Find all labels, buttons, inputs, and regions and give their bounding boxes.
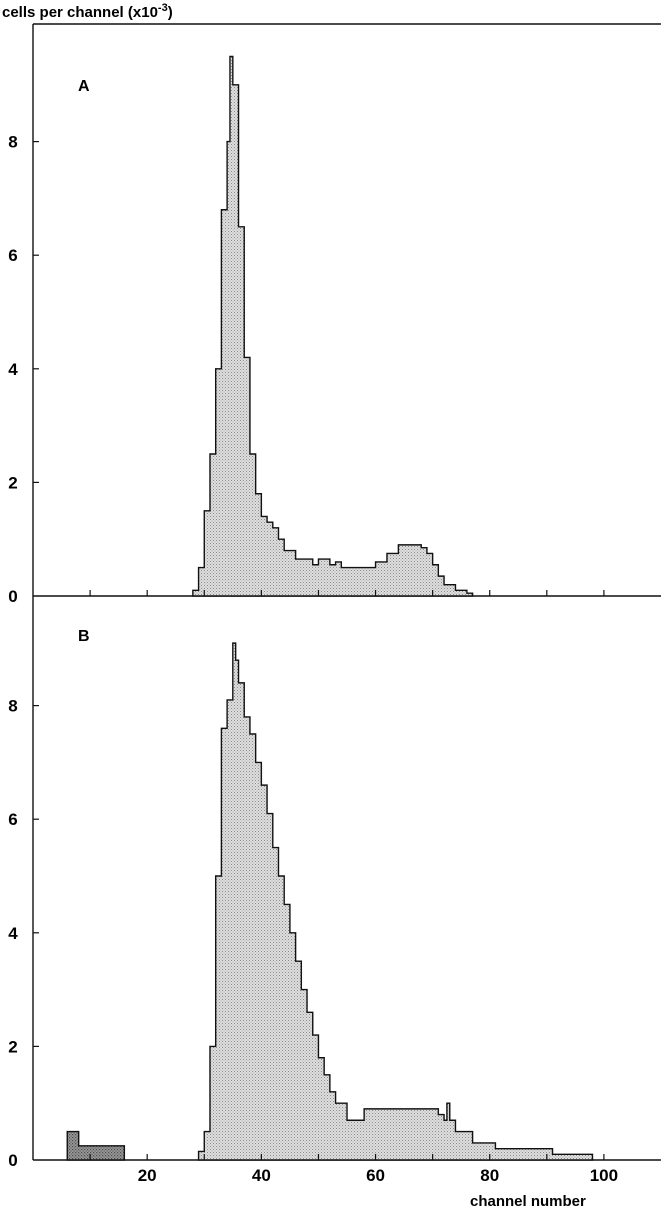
x-axis-label: channel number <box>470 1193 586 1210</box>
panel-a-y-ticks: 0 2 4 6 8 <box>8 133 39 606</box>
histogram-b-debris-series <box>66 1130 126 1161</box>
histogram-b-series <box>197 642 594 1161</box>
y-axis-label-close: ) <box>168 4 173 21</box>
panel-a-label: A <box>78 78 90 95</box>
x-tick-label: 40 <box>252 1166 271 1185</box>
x-axis-ticks: 20 40 60 80 100 <box>89 590 618 1185</box>
y-tick-label: 4 <box>8 924 18 943</box>
y-axis-label-exponent: -3 <box>158 2 168 14</box>
y-tick-label: 8 <box>8 133 17 152</box>
y-tick-label: 0 <box>8 1151 17 1170</box>
y-tick-label: 8 <box>8 697 17 716</box>
panel-b-y-ticks: 0 2 4 6 8 <box>8 697 39 1170</box>
y-tick-label: 6 <box>8 810 17 829</box>
x-tick-label: 100 <box>590 1166 618 1185</box>
panel-b: B 0 2 4 6 8 <box>8 628 594 1170</box>
panel-b-label: B <box>78 628 90 645</box>
panel-a: A 0 2 4 6 8 <box>8 55 474 606</box>
x-tick-label: 60 <box>366 1166 385 1185</box>
y-tick-label: 2 <box>8 1037 17 1056</box>
histogram-a-series <box>192 55 474 597</box>
x-tick-label: 20 <box>138 1166 157 1185</box>
y-tick-label: 0 <box>8 587 17 606</box>
x-tick-label: 80 <box>480 1166 499 1185</box>
y-axis-label-main: cells per channel (x10 <box>2 4 158 21</box>
y-tick-label: 6 <box>8 246 17 265</box>
y-tick-label: 4 <box>8 360 18 379</box>
y-axis-label: cells per channel (x10-3) <box>2 2 173 21</box>
y-tick-label: 2 <box>8 473 17 492</box>
